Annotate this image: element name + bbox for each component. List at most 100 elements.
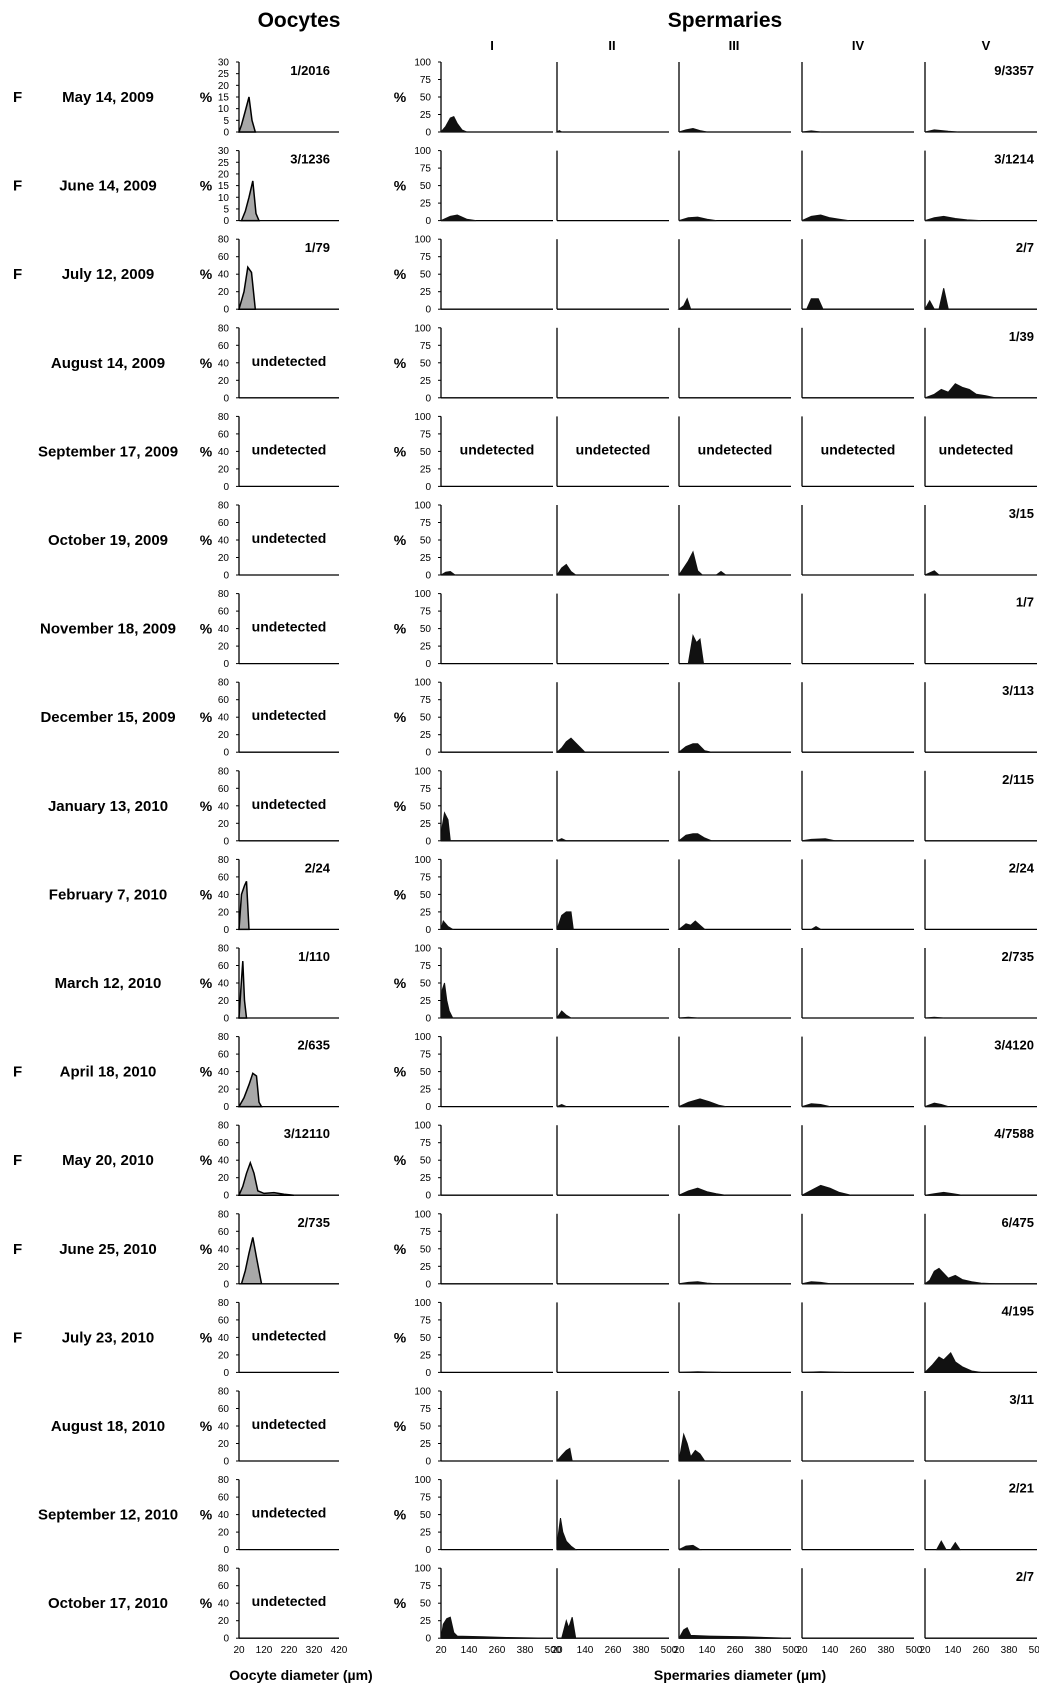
spermary-x-tick-label: 500 <box>545 1645 562 1656</box>
spermary-ratio-label: 2/7 <box>1016 1569 1034 1584</box>
oocyte-y-tick-label: 0 <box>223 1102 229 1113</box>
spermary-distribution-area <box>801 1371 845 1373</box>
spermary-y-unit: % <box>394 1152 407 1168</box>
oocyte-y-tick-label: 0 <box>223 1279 229 1290</box>
oocyte-y-tick-label: 80 <box>218 589 230 600</box>
oocyte-y-unit: % <box>200 178 213 194</box>
oocyte-undetected-label: undetected <box>252 1593 327 1609</box>
spermary-y-tick-label: 0 <box>425 482 431 493</box>
oocyte-ratio-label: 1/110 <box>298 949 330 964</box>
spermary-distribution-area <box>924 215 982 222</box>
oocyte-y-tick-label: 10 <box>218 104 230 115</box>
oocyte-distribution-area <box>237 1160 295 1196</box>
panel-row: F May 20, 2010 % 0 20 40 60 80 3/12110% 0 25 50 75 10… <box>13 1121 1037 1202</box>
oocyte-undetected-label: undetected <box>252 1505 327 1521</box>
stage-label: V <box>982 38 991 53</box>
oocyte-undetected-label: undetected <box>252 441 327 457</box>
spermary-y-tick-label: 75 <box>420 75 432 86</box>
panel-row: September 17, 2009 % 0 20 40 60 80 undetected % 0… <box>38 412 1037 493</box>
spermary-x-tick-label: 500 <box>906 1645 923 1656</box>
spermary-ratio-label: 4/195 <box>1001 1303 1034 1318</box>
oocyte-y-tick-label: 20 <box>218 730 230 741</box>
spermary-x-tick-label: 20 <box>551 1645 563 1656</box>
spermary-distribution-area <box>935 1540 961 1551</box>
spermary-y-tick-label: 25 <box>420 1085 432 1096</box>
oocyte-y-tick-label: 15 <box>218 93 230 104</box>
oocyte-y-tick-label: 60 <box>218 1227 230 1238</box>
spermary-y-tick-label: 25 <box>420 1173 432 1184</box>
oocyte-y-tick-label: 80 <box>218 412 230 423</box>
oocyte-undetected-label: undetected <box>252 353 327 369</box>
spermary-y-tick-label: 75 <box>420 1050 432 1061</box>
oocyte-y-unit: % <box>200 266 213 282</box>
female-flag: F <box>13 1329 22 1346</box>
oocyte-y-tick-label: 60 <box>218 429 230 440</box>
oocyte-y-tick-label: 20 <box>218 169 230 180</box>
oocyte-y-tick-label: 20 <box>218 1173 230 1184</box>
spermary-ratio-label: 1/39 <box>1009 329 1034 344</box>
spermary-ratio-label: 9/3357 <box>994 63 1034 78</box>
oocyte-y-tick-label: 80 <box>218 501 230 512</box>
spermary-y-tick-label: 0 <box>425 1545 431 1556</box>
oocyte-y-tick-label: 0 <box>223 925 229 936</box>
spermary-ratio-label: 3/113 <box>1002 683 1034 698</box>
spermary-distribution-area <box>924 1102 949 1108</box>
spermary-y-tick-label: 100 <box>414 1209 431 1220</box>
spermary-y-tick-label: 100 <box>414 1475 431 1486</box>
spermary-distribution-area <box>801 1184 852 1196</box>
female-flag: F <box>13 1152 22 1169</box>
sample-date: December 15, 2009 <box>40 709 175 726</box>
spermary-undetected-label: undetected <box>460 441 535 457</box>
spermary-distribution-area <box>556 911 574 930</box>
spermary-distribution-area <box>678 127 708 133</box>
oocyte-undetected-label: undetected <box>252 1416 327 1432</box>
spermary-y-tick-label: 25 <box>420 819 432 830</box>
oocyte-y-unit: % <box>200 1064 213 1080</box>
spermary-x-tick-label: 260 <box>850 1645 867 1656</box>
spermary-y-tick-label: 0 <box>425 1279 431 1290</box>
spermary-y-tick-label: 75 <box>420 518 432 529</box>
oocyte-y-tick-label: 60 <box>218 607 230 618</box>
spermary-y-tick-label: 100 <box>414 235 431 246</box>
spermary-y-tick-label: 50 <box>420 1067 432 1078</box>
spermary-y-tick-label: 100 <box>414 1298 431 1309</box>
oocyte-y-tick-label: 0 <box>223 571 229 582</box>
oocyte-y-tick-label: 40 <box>218 624 230 635</box>
oocyte-y-tick-label: 0 <box>223 1368 229 1379</box>
spermary-y-tick-label: 50 <box>420 979 432 990</box>
oocyte-y-unit: % <box>200 1241 213 1257</box>
spermary-y-tick-label: 50 <box>420 93 432 104</box>
oocyte-ratio-label: 2/635 <box>297 1038 330 1053</box>
spermary-distribution-area <box>556 838 567 842</box>
spermary-y-unit: % <box>394 886 407 902</box>
panel-row: August 14, 2009 % 0 20 40 60 80 undetected % 0 25 5… <box>51 323 1037 404</box>
oocyte-y-unit: % <box>200 355 213 371</box>
oocyte-x-tick-label: 320 <box>306 1645 323 1656</box>
oocyte-y-tick-label: 20 <box>218 464 230 475</box>
spermary-distribution-area <box>805 298 824 310</box>
spermary-y-tick-label: 25 <box>420 730 432 741</box>
spermary-distribution-area <box>924 129 958 133</box>
spermary-y-tick-label: 50 <box>420 1599 432 1610</box>
spermary-y-tick-label: 25 <box>420 553 432 564</box>
spermary-x-tick-label: 140 <box>699 1645 716 1656</box>
spermary-y-tick-label: 25 <box>420 1262 432 1273</box>
spermary-y-tick-label: 0 <box>425 1368 431 1379</box>
oocyte-y-tick-label: 60 <box>218 695 230 706</box>
spermary-distribution-area <box>556 1103 567 1108</box>
spermary-distribution-area <box>687 634 705 665</box>
spermary-y-tick-label: 25 <box>420 464 432 475</box>
oocyte-y-unit: % <box>200 798 213 814</box>
spermary-ratio-label: 3/15 <box>1009 506 1034 521</box>
oocyte-y-tick-label: 0 <box>223 1191 229 1202</box>
oocyte-y-tick-label: 20 <box>218 642 230 653</box>
spermary-x-tick-label: 380 <box>878 1645 895 1656</box>
spermary-y-tick-label: 75 <box>420 784 432 795</box>
spermary-y-tick-label: 100 <box>414 323 431 334</box>
female-flag: F <box>13 1241 22 1258</box>
spermary-distribution-area <box>678 1187 726 1196</box>
spermary-y-tick-label: 0 <box>425 571 431 582</box>
spermary-distribution-area <box>801 1103 831 1108</box>
oocyte-y-tick-label: 20 <box>218 1085 230 1096</box>
spermary-y-tick-label: 50 <box>420 1422 432 1433</box>
